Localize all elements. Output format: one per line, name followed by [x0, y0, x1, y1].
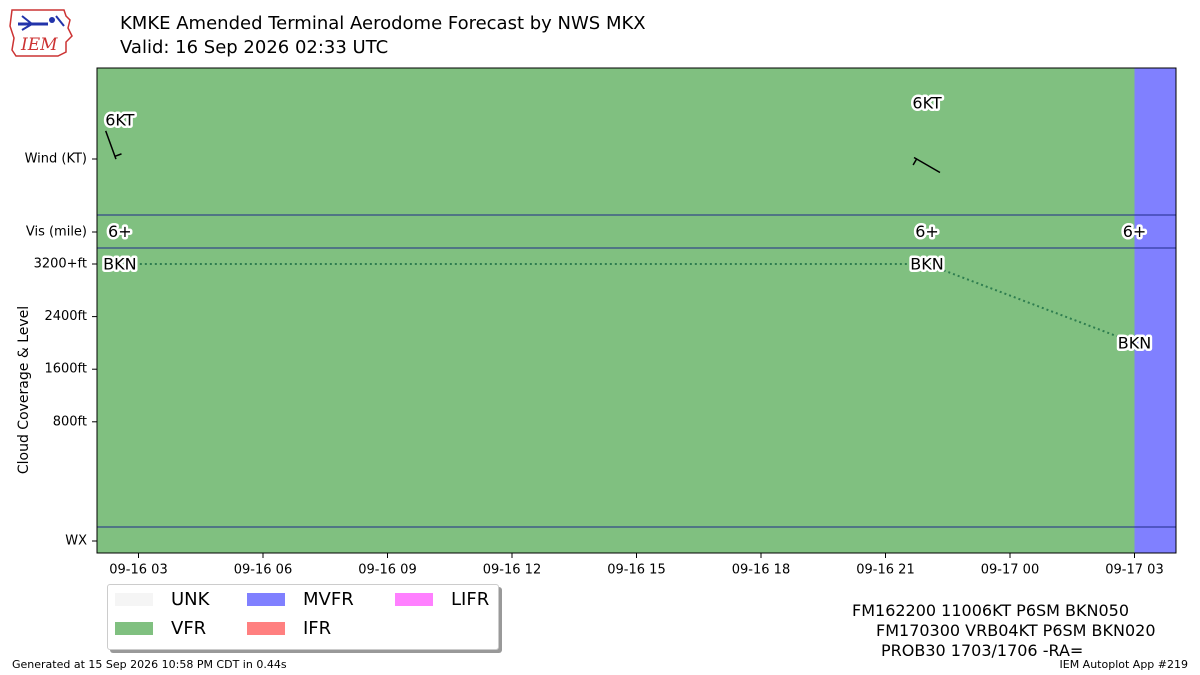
- y-axis-title-cloud: Cloud Coverage & Level: [16, 306, 32, 474]
- visibility-label: 6+: [108, 222, 132, 241]
- legend-swatch-lifr: [395, 593, 433, 606]
- raw-taf-line-3: PROB30 1703/1706 -RA=: [881, 641, 1084, 660]
- x-tick-label: 09-16 09: [358, 563, 416, 578]
- app-footer: IEM Autoplot App #219: [1059, 658, 1189, 671]
- x-tick-label: 09-17 00: [981, 563, 1039, 578]
- visibility-label: 6+: [1123, 222, 1147, 241]
- legend-swatch-vfr: [115, 622, 153, 635]
- raw-taf-line-1: FM162200 11006KT P6SM BKN050: [852, 601, 1130, 620]
- x-tick-label: 09-17 03: [1105, 563, 1163, 578]
- wind-speed-label: 6KT: [912, 94, 941, 113]
- legend-swatch-mvfr: [247, 593, 285, 606]
- x-tick-label: 09-16 06: [234, 563, 292, 578]
- category-band-vfr: [97, 68, 1135, 553]
- cloud-label: BKN: [1118, 333, 1151, 352]
- legend-label: LIFR: [451, 589, 490, 610]
- wind-barb-flag: [912, 158, 918, 166]
- x-tick-label: 09-16 18: [732, 563, 790, 578]
- cloud-label: BKN: [103, 255, 136, 274]
- category-band-mvfr: [1134, 68, 1176, 553]
- y-label-cloud-level: 3200+ft: [34, 257, 87, 272]
- legend-label: IFR: [303, 618, 332, 639]
- cloud-label: BKN: [910, 255, 943, 274]
- x-tick-label: 09-16 21: [856, 563, 914, 578]
- x-tick-label: 09-16 15: [607, 563, 665, 578]
- visibility-label: 6+: [915, 222, 939, 241]
- legend-label: VFR: [171, 618, 207, 639]
- iem-logo: IEM: [9, 9, 73, 57]
- legend-label: UNK: [171, 589, 210, 610]
- wind-barb-staff: [104, 130, 117, 160]
- y-label-vis: Vis (mile): [26, 225, 87, 240]
- y-label-cloud-level: 800ft: [53, 414, 87, 429]
- wind-barb-staff: [913, 156, 941, 174]
- cloud-level-line: [119, 263, 1135, 344]
- y-label-wx: WX: [65, 534, 87, 549]
- logo-text: IEM: [20, 35, 58, 55]
- wind-speed-label: 6KT: [105, 111, 134, 130]
- legend-swatch-unk: [115, 593, 153, 606]
- legend: UNK MVFR LIFR VFR IFR: [107, 584, 499, 650]
- generated-footer: Generated at 15 Sep 2026 10:58 PM CDT in…: [12, 658, 287, 671]
- y-label-cloud-level: 2400ft: [44, 309, 87, 324]
- y-label-wind: Wind (KT): [25, 152, 87, 167]
- legend-label: MVFR: [303, 589, 354, 610]
- legend-swatch-ifr: [247, 622, 285, 635]
- x-tick-label: 09-16 03: [109, 563, 167, 578]
- wind-barb-flag: [114, 153, 122, 157]
- chart-valid-time: Valid: 16 Sep 2026 02:33 UTC: [120, 37, 389, 58]
- raw-taf-line-2: FM170300 VRB04KT P6SM BKN020: [876, 621, 1156, 640]
- y-label-cloud-level: 1600ft: [44, 362, 87, 377]
- chart-title: KMKE Amended Terminal Aerodome Forecast …: [120, 13, 646, 34]
- x-tick-label: 09-16 12: [483, 563, 541, 578]
